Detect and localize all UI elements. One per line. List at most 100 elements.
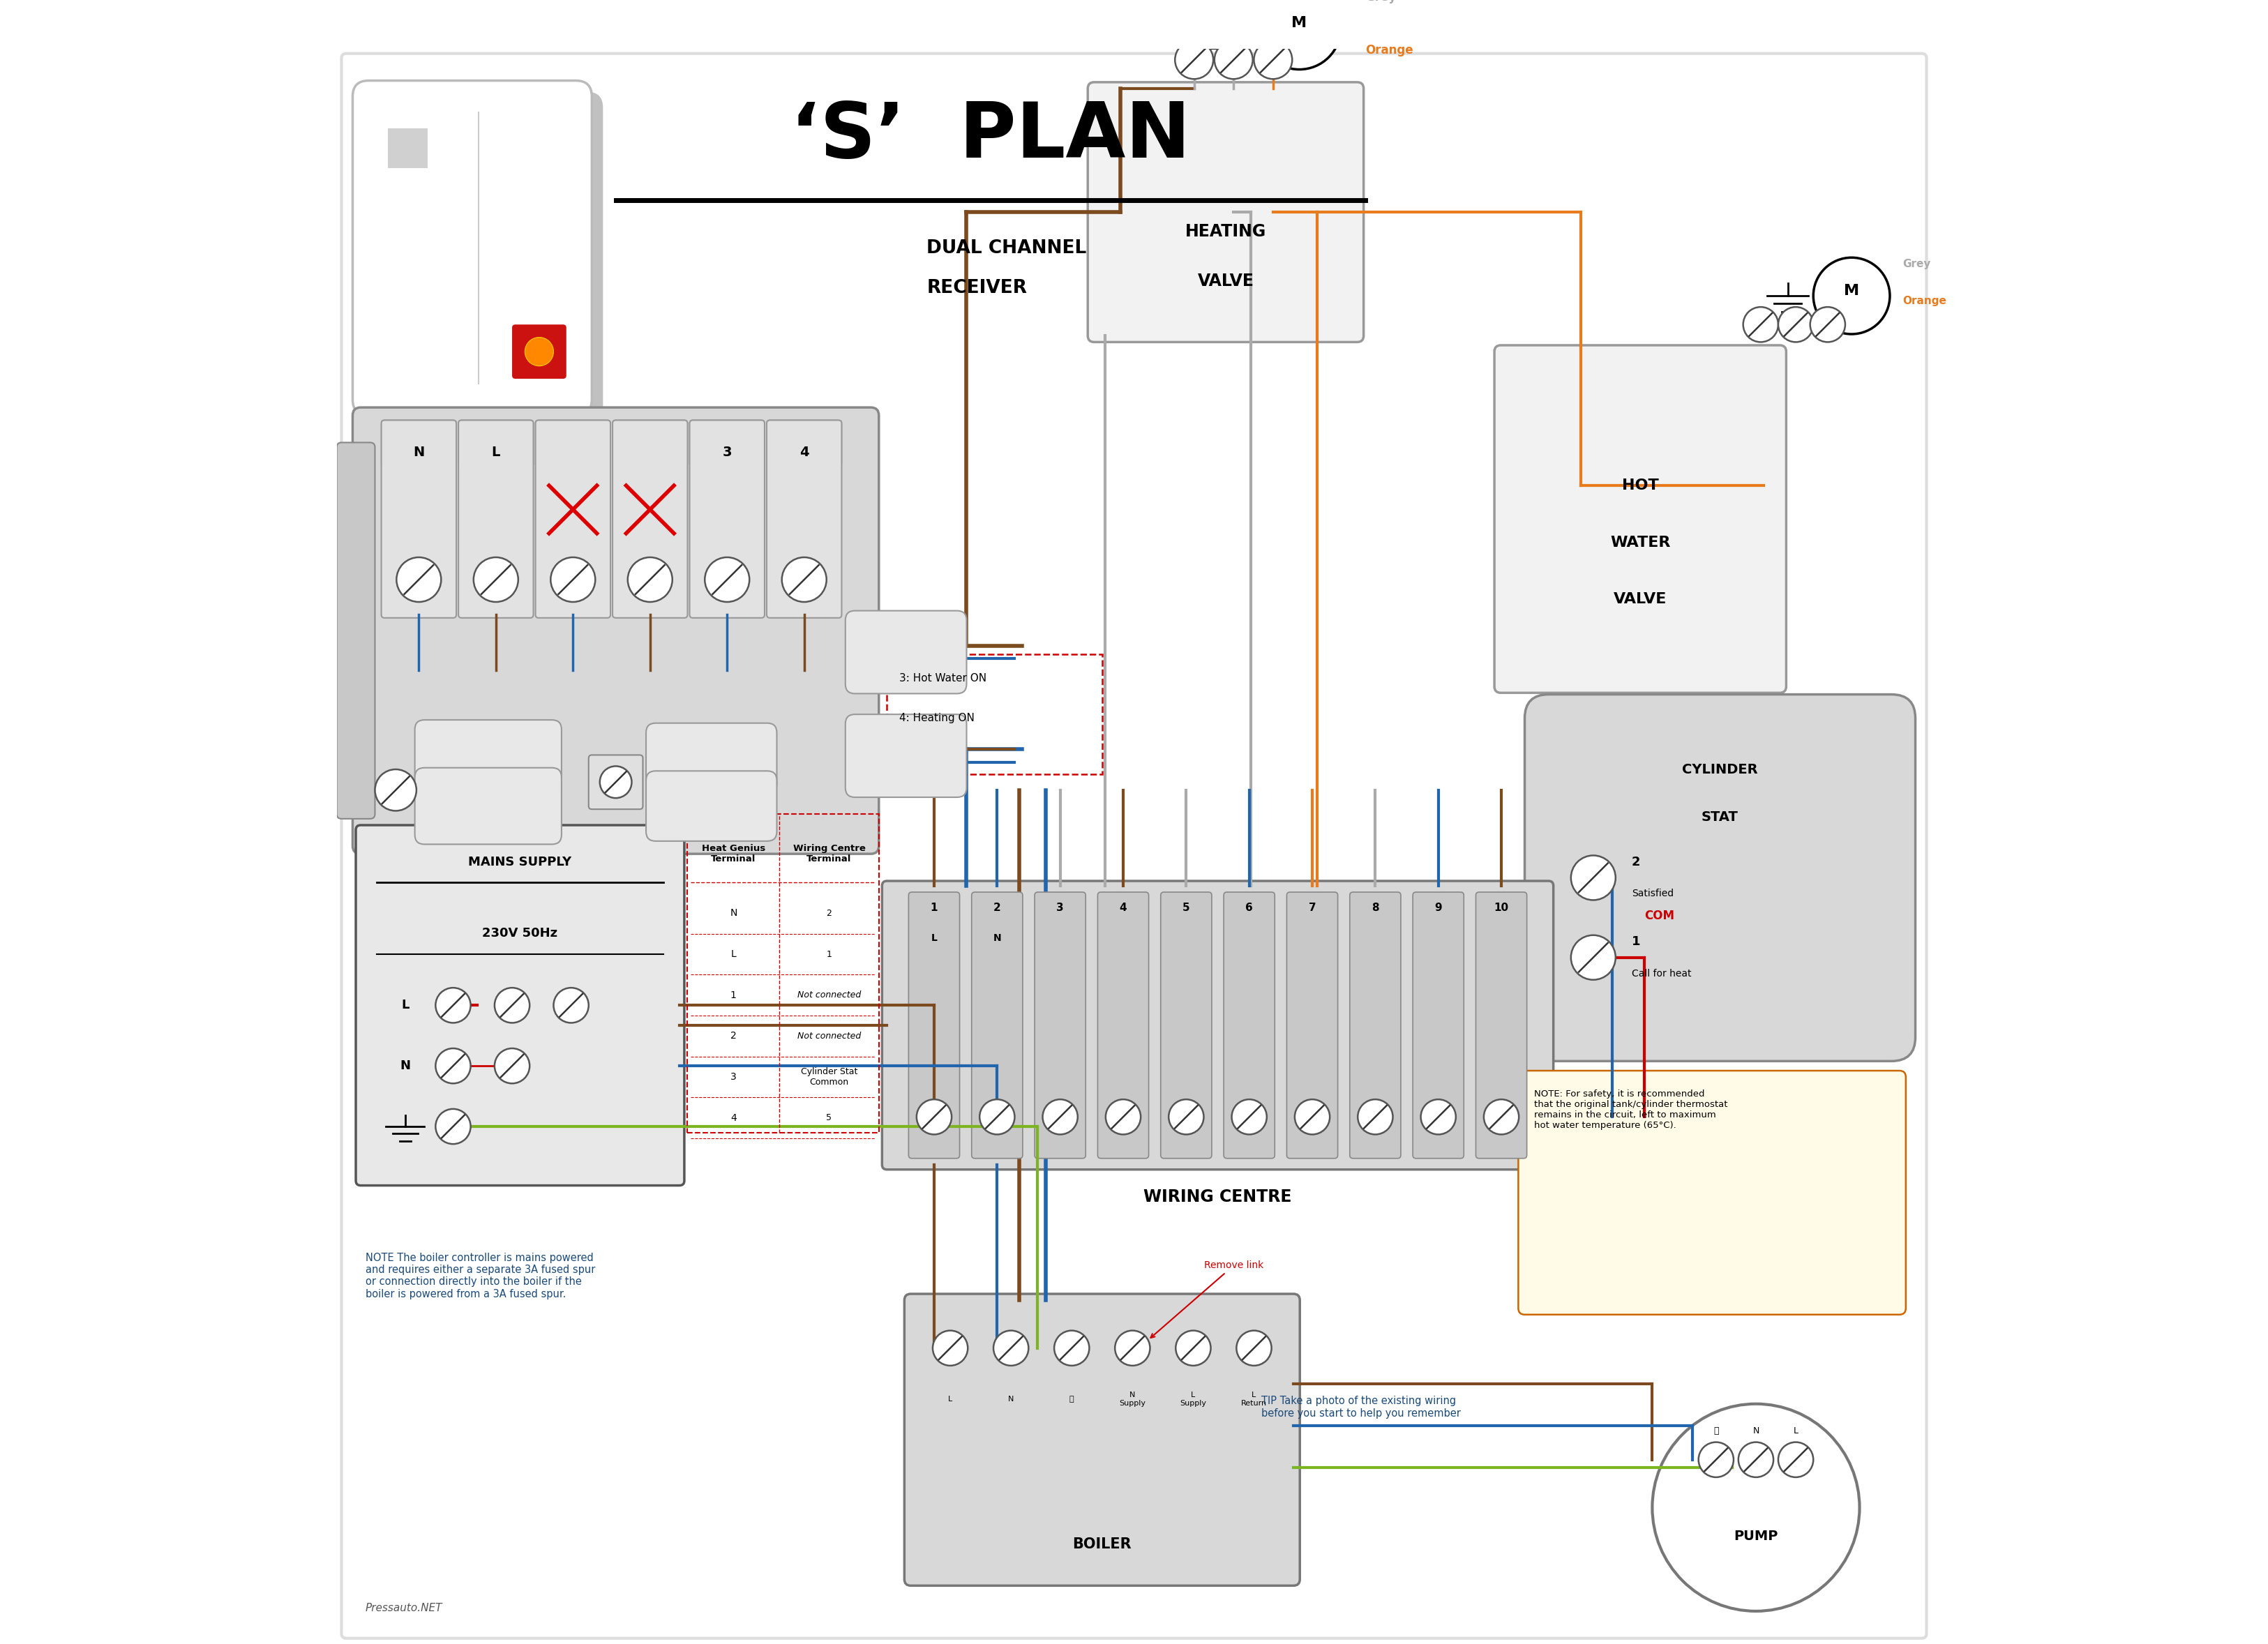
Circle shape xyxy=(1043,1100,1077,1134)
Text: 1: 1 xyxy=(730,990,737,1000)
FancyBboxPatch shape xyxy=(612,421,687,467)
Circle shape xyxy=(1420,1100,1456,1134)
FancyBboxPatch shape xyxy=(909,893,959,1159)
Circle shape xyxy=(1168,1100,1204,1134)
FancyBboxPatch shape xyxy=(415,768,562,845)
FancyBboxPatch shape xyxy=(646,771,778,842)
Circle shape xyxy=(1744,307,1778,342)
Text: Not connected: Not connected xyxy=(798,991,862,1000)
FancyBboxPatch shape xyxy=(535,421,610,618)
Circle shape xyxy=(1778,307,1814,342)
Circle shape xyxy=(494,1049,531,1083)
FancyBboxPatch shape xyxy=(846,610,966,694)
Text: STAT: STAT xyxy=(1701,810,1740,824)
FancyBboxPatch shape xyxy=(1349,893,1402,1159)
FancyBboxPatch shape xyxy=(689,421,764,467)
Circle shape xyxy=(1810,307,1846,342)
FancyBboxPatch shape xyxy=(356,825,685,1185)
Circle shape xyxy=(1653,1404,1860,1611)
Text: 6: 6 xyxy=(1245,903,1252,914)
Text: WIRING CENTRE: WIRING CENTRE xyxy=(1143,1189,1293,1205)
Circle shape xyxy=(1295,1100,1329,1134)
Circle shape xyxy=(1483,1100,1520,1134)
Text: M: M xyxy=(1293,16,1306,30)
Text: 2: 2 xyxy=(826,909,832,917)
Text: HOT: HOT xyxy=(1622,478,1658,493)
Circle shape xyxy=(1259,0,1340,69)
Circle shape xyxy=(1175,1330,1211,1366)
Text: HEATING: HEATING xyxy=(1186,224,1266,240)
Text: TIP Take a photo of the existing wiring
before you start to help you remember: TIP Take a photo of the existing wiring … xyxy=(1261,1396,1461,1419)
Text: Cylinder Stat
Common: Cylinder Stat Common xyxy=(801,1067,857,1087)
Text: N
Supply: N Supply xyxy=(1118,1391,1145,1407)
Text: BOILER: BOILER xyxy=(1073,1537,1132,1552)
Text: Call for heat: Call for heat xyxy=(1631,968,1692,978)
FancyBboxPatch shape xyxy=(1517,1070,1905,1315)
Text: 7: 7 xyxy=(1309,903,1315,914)
Text: 1: 1 xyxy=(826,950,832,958)
Text: Orange: Orange xyxy=(1365,44,1413,56)
Text: L
Return: L Return xyxy=(1241,1391,1268,1407)
FancyBboxPatch shape xyxy=(458,421,533,467)
FancyBboxPatch shape xyxy=(1476,893,1526,1159)
FancyBboxPatch shape xyxy=(381,421,456,618)
Text: 8: 8 xyxy=(1372,903,1379,914)
Circle shape xyxy=(980,1100,1014,1134)
Text: Orange: Orange xyxy=(1903,296,1946,306)
FancyBboxPatch shape xyxy=(1098,893,1148,1159)
Circle shape xyxy=(705,557,748,602)
Circle shape xyxy=(993,1330,1027,1366)
Bar xyxy=(388,128,429,168)
Circle shape xyxy=(628,557,671,602)
Text: L
Supply: L Supply xyxy=(1179,1391,1207,1407)
Text: L: L xyxy=(401,1000,408,1011)
Circle shape xyxy=(1699,1442,1733,1478)
FancyBboxPatch shape xyxy=(689,421,764,618)
Text: L: L xyxy=(1794,1427,1799,1435)
Circle shape xyxy=(599,766,633,797)
Text: 5: 5 xyxy=(1182,903,1191,914)
Text: NOTE: For safety, it is recommended
that the original tank/cylinder thermostat
r: NOTE: For safety, it is recommended that… xyxy=(1533,1090,1728,1131)
Text: PUMP: PUMP xyxy=(1733,1529,1778,1542)
Circle shape xyxy=(1105,1100,1141,1134)
Bar xyxy=(887,654,1102,774)
Circle shape xyxy=(1737,1442,1774,1478)
Text: Grey: Grey xyxy=(1903,258,1930,270)
Text: Pressauto.NET: Pressauto.NET xyxy=(365,1603,442,1613)
Circle shape xyxy=(1236,1330,1272,1366)
Text: 2: 2 xyxy=(993,903,1000,914)
FancyBboxPatch shape xyxy=(535,421,610,467)
FancyBboxPatch shape xyxy=(1034,893,1086,1159)
Text: 3: 3 xyxy=(730,1072,737,1082)
Text: Grey: Grey xyxy=(1365,0,1397,3)
Text: 1: 1 xyxy=(930,903,937,914)
Text: VALVE: VALVE xyxy=(1613,592,1667,607)
Circle shape xyxy=(435,988,472,1023)
Text: VALVE: VALVE xyxy=(1198,273,1254,289)
Text: ⏚: ⏚ xyxy=(1712,1427,1719,1435)
Text: Satisfied: Satisfied xyxy=(1631,889,1674,899)
Text: Not connected: Not connected xyxy=(798,1031,862,1041)
FancyBboxPatch shape xyxy=(590,755,642,809)
Circle shape xyxy=(916,1100,953,1134)
Text: WATER: WATER xyxy=(1610,536,1672,549)
Text: L: L xyxy=(948,1396,953,1402)
Circle shape xyxy=(1232,1100,1268,1134)
FancyBboxPatch shape xyxy=(846,715,966,797)
Circle shape xyxy=(494,988,531,1023)
Circle shape xyxy=(524,337,553,367)
Circle shape xyxy=(932,1330,968,1366)
Circle shape xyxy=(1814,258,1889,334)
Text: 10: 10 xyxy=(1495,903,1508,914)
FancyBboxPatch shape xyxy=(767,421,841,467)
FancyBboxPatch shape xyxy=(1225,893,1275,1159)
FancyBboxPatch shape xyxy=(767,421,841,618)
Text: CYLINDER: CYLINDER xyxy=(1683,763,1758,776)
FancyBboxPatch shape xyxy=(336,442,374,819)
Text: ⏚: ⏚ xyxy=(1070,1396,1075,1402)
FancyBboxPatch shape xyxy=(513,324,567,378)
FancyBboxPatch shape xyxy=(1524,694,1916,1060)
Text: 3: Hot Water ON: 3: Hot Water ON xyxy=(900,674,987,684)
Circle shape xyxy=(782,557,826,602)
Text: N: N xyxy=(993,934,1000,944)
